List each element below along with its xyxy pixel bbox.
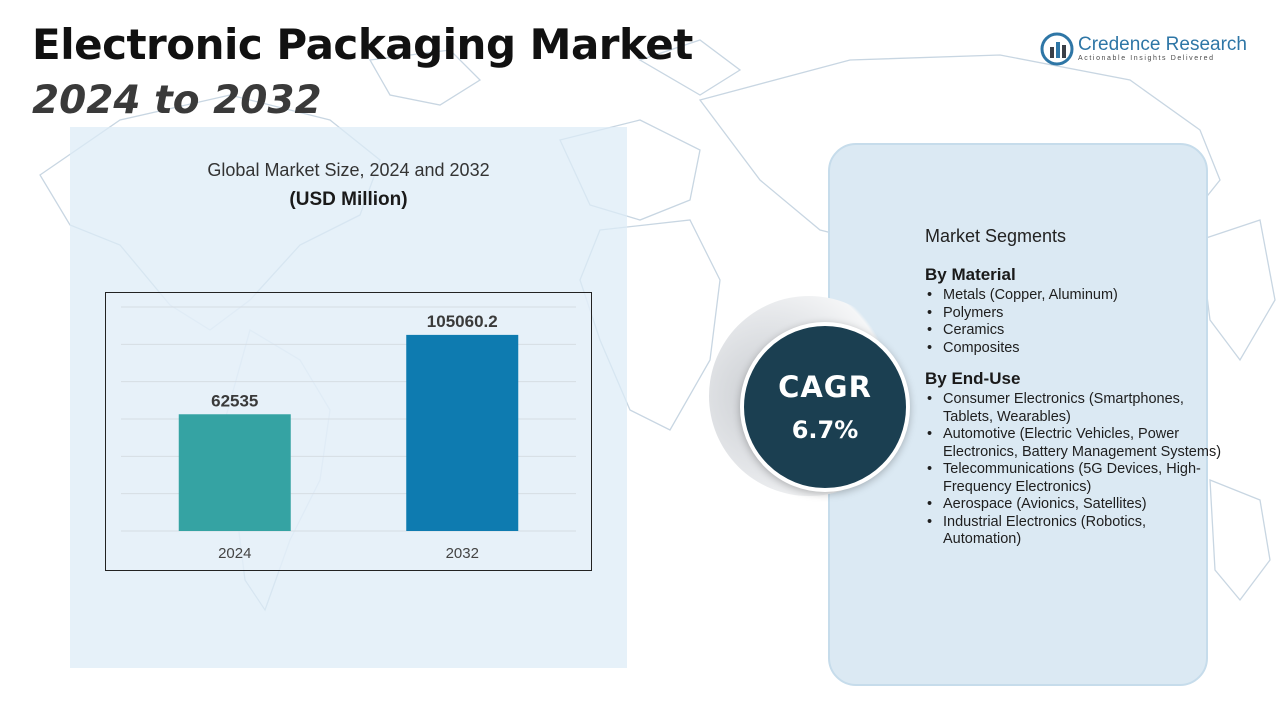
chart-title: Global Market Size, 2024 and 2032 xyxy=(207,160,490,180)
segment-item: Polymers xyxy=(925,305,1225,323)
segment-item: Automotive (Electric Vehicles, Power Ele… xyxy=(925,426,1225,461)
segment-item: Composites xyxy=(925,340,1225,358)
segment-item: Consumer Electronics (Smartphones, Table… xyxy=(925,391,1225,426)
segment-group-end-use: By End-Use Consumer Electronics (Smartph… xyxy=(925,369,1225,549)
x-tick-label: 2024 xyxy=(218,545,251,562)
segment-group-material: By Material Metals (Copper, Aluminum) Po… xyxy=(925,265,1225,357)
page-subtitle: 2024 to 2032 xyxy=(32,78,322,123)
chart-unit: (USD Million) xyxy=(289,189,408,210)
bar-2024 xyxy=(178,414,291,531)
segment-item: Ceramics xyxy=(925,322,1225,340)
logo-name: Credence Research xyxy=(1078,34,1247,55)
segment-item: Industrial Electronics (Robotics, Automa… xyxy=(925,514,1225,549)
segment-group-title: By Material xyxy=(925,265,1016,284)
data-label: 105060.2 xyxy=(427,312,498,331)
cagr-value: 6.7% xyxy=(791,416,859,444)
segment-item: Metals (Copper, Aluminum) xyxy=(925,287,1225,305)
segment-group-title: By End-Use xyxy=(925,369,1021,388)
data-label: 62535 xyxy=(211,391,258,410)
cagr-label: CAGR xyxy=(778,370,872,404)
logo-tagline: Actionable Insights Delivered xyxy=(1078,55,1215,62)
segment-item: Telecommunications (5G Devices, High-Fre… xyxy=(925,461,1225,496)
bar-chart: 62535 2024 105060.2 2032 xyxy=(105,292,592,571)
x-tick-label: 2032 xyxy=(446,545,479,562)
page-title: Electronic Packaging Market xyxy=(32,20,693,69)
segments-heading: Market Segments xyxy=(925,226,1067,246)
bar-chart-logo-icon xyxy=(1040,32,1074,66)
credence-research-logo: Credence Research Actionable Insights De… xyxy=(1040,32,1255,68)
bar-chart-svg: 62535 2024 105060.2 2032 xyxy=(121,306,576,562)
segment-item: Aerospace (Avionics, Satellites) xyxy=(925,496,1225,514)
cagr-badge: CAGR 6.7% xyxy=(740,322,910,492)
bar-2032 xyxy=(406,334,519,531)
segments-list: Market Segments By Material Metals (Copp… xyxy=(925,226,1225,561)
